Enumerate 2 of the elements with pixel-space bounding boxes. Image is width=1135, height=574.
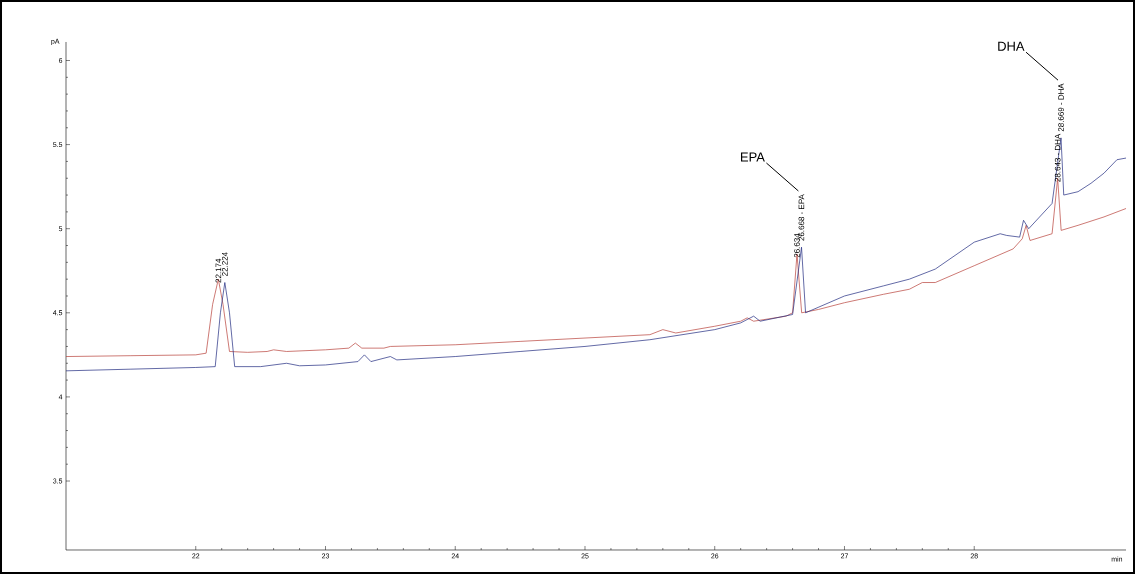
annotation: DHA	[998, 41, 1025, 51]
annotation: EPA	[741, 152, 765, 162]
